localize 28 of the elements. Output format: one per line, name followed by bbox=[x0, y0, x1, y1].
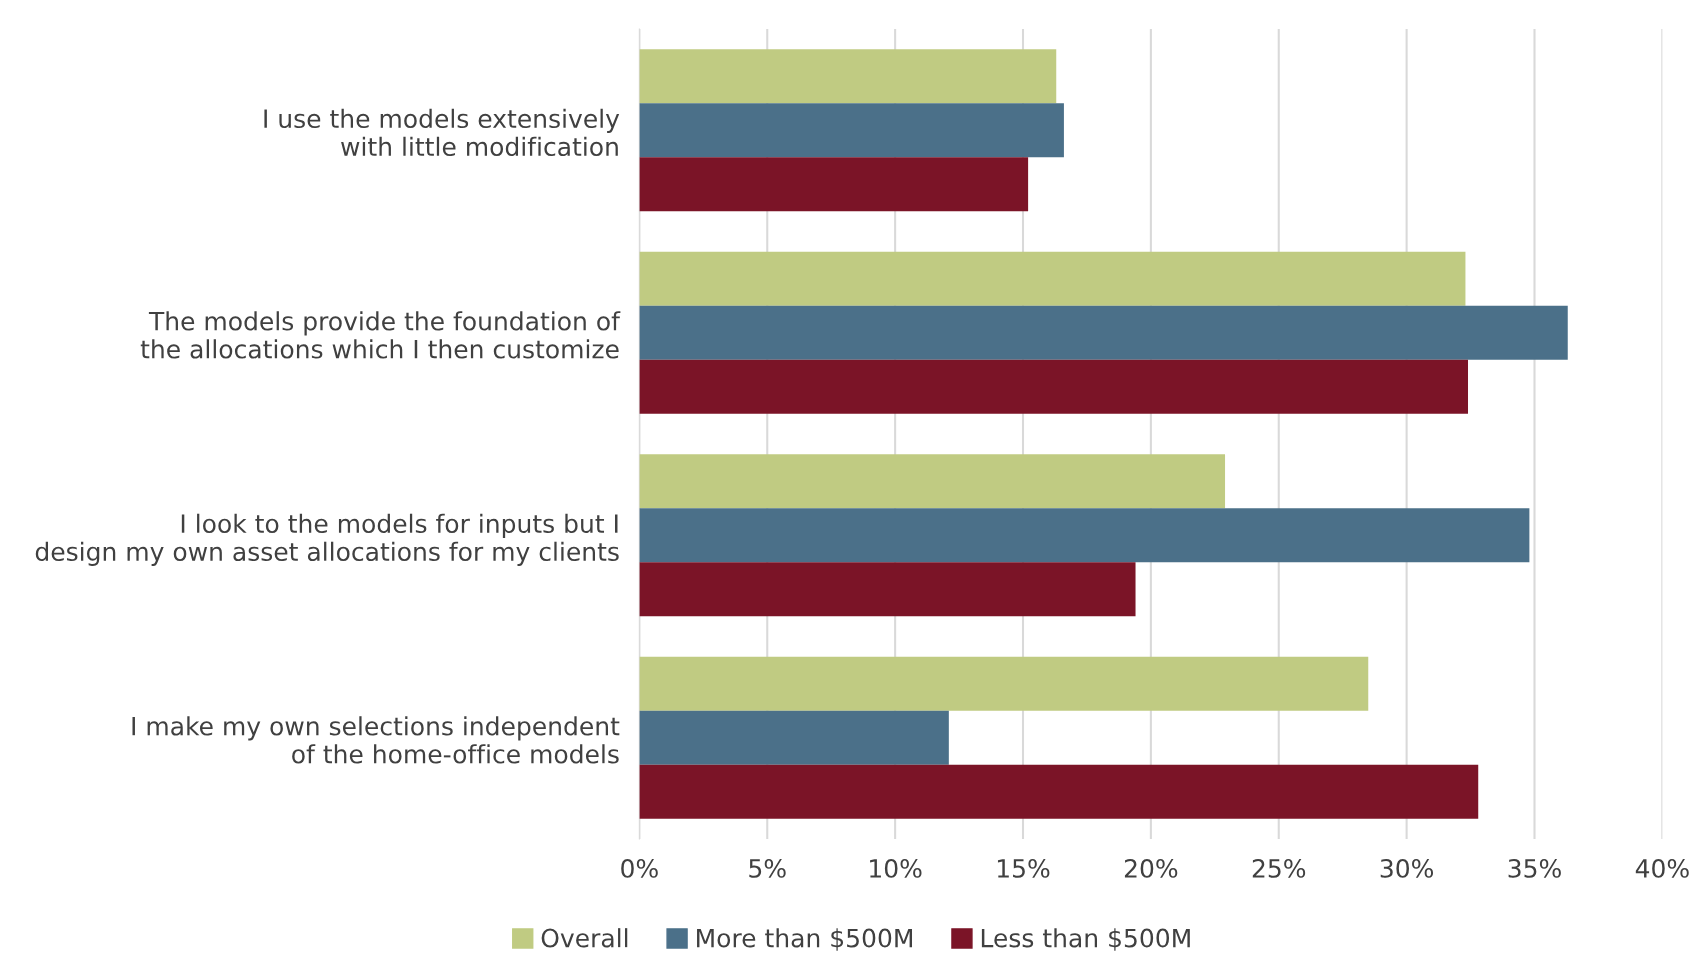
y-tick-label: The models provide the foundation of the allocations which I then customize bbox=[140, 311, 621, 359]
bar bbox=[639, 103, 1064, 158]
x-tick-label: 35% bbox=[1508, 858, 1561, 878]
bar bbox=[639, 359, 1468, 414]
y-tick-label: I make my own selections independent of the home-office models bbox=[132, 716, 620, 764]
x-tick-label: 20% bbox=[1124, 858, 1178, 878]
bar bbox=[639, 251, 1466, 306]
x-tick-label: 10% bbox=[870, 858, 922, 878]
x-tick-label: 15% bbox=[997, 858, 1050, 878]
x-tick-label: 25% bbox=[1252, 858, 1306, 878]
y-tick-label: I use the models extensively with little modification bbox=[264, 108, 620, 157]
bar bbox=[639, 305, 1568, 360]
x-tick-label: 40% bbox=[1635, 858, 1689, 878]
x-tick-label: 30% bbox=[1380, 858, 1434, 878]
bar bbox=[639, 656, 1369, 711]
y-tick-label: I look to the models for inputs but I design my own asset allocations for my clients bbox=[35, 513, 619, 566]
bar bbox=[639, 49, 1057, 104]
bar bbox=[639, 454, 1226, 509]
bar bbox=[639, 764, 1479, 819]
legend-label: Overall bbox=[541, 928, 628, 948]
x-tick-label: 5% bbox=[749, 858, 786, 878]
x-tick-label: 0% bbox=[621, 858, 658, 878]
legend-label: More than $500M bbox=[697, 928, 912, 951]
bar bbox=[639, 710, 949, 765]
legend-label: Less than $500M bbox=[981, 928, 1190, 951]
bar bbox=[639, 562, 1136, 617]
bar bbox=[639, 508, 1530, 563]
bar bbox=[639, 157, 1029, 212]
